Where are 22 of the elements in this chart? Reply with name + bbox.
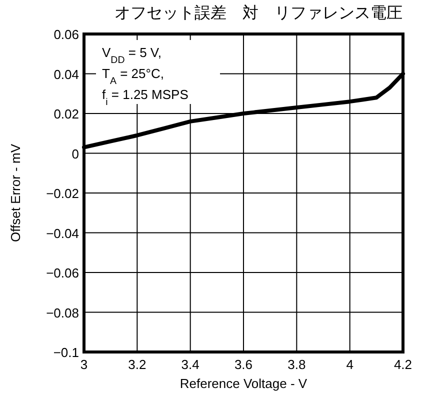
x-tick-label: 3.4	[181, 357, 200, 372]
x-tick-label: 3.8	[288, 357, 306, 372]
y-tick-label: 0	[72, 146, 79, 162]
annotation: V$_{DD}$ = 5 V,	[102, 45, 162, 66]
y-tick-label: −0.04	[46, 226, 79, 241]
x-tick-label: 4	[346, 357, 354, 372]
x-tick-label: 3.6	[234, 357, 253, 372]
x-tick-label: 3	[80, 357, 88, 372]
y-tick-label: −0.06	[46, 266, 79, 280]
y-tick-label: −0.02	[46, 186, 79, 201]
annotation: f$_{i}$ = 1.25 MSPS	[102, 87, 189, 108]
y-tick-label: −0.1	[53, 345, 79, 360]
chart-title: オフセット誤差 対 リファレンス電圧	[114, 4, 402, 22]
y-tick-label: −0.08	[46, 305, 79, 320]
annotation: T$_{A}$ = 25°C,	[102, 66, 164, 86]
x-tick-label: 4.2	[394, 357, 412, 372]
y-tick-label: 0.02	[54, 106, 79, 122]
y-tick-label: 0.04	[54, 66, 79, 82]
y-axis-title: Offset Error - mV	[8, 144, 23, 242]
y-tick-label: 0.06	[54, 27, 79, 42]
x-axis-title: Reference Voltage - V	[180, 376, 308, 391]
x-tick-label: 3.2	[128, 357, 146, 372]
